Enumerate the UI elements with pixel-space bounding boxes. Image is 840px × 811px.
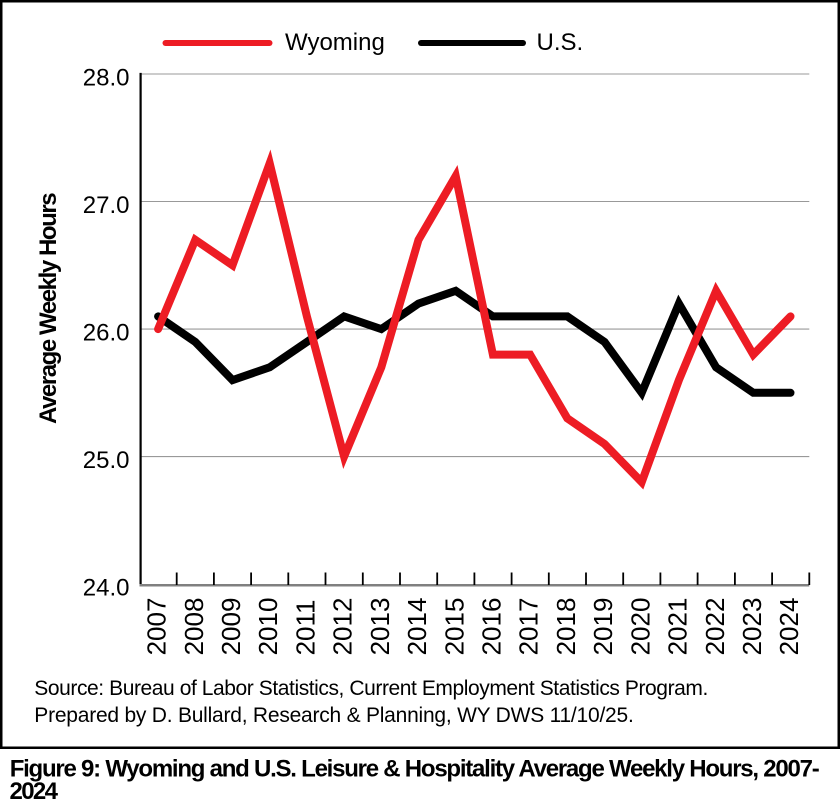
svg-text:2022: 2022 — [700, 598, 730, 656]
svg-text:2010: 2010 — [253, 598, 283, 656]
svg-text:24.0: 24.0 — [83, 575, 130, 602]
svg-text:Source: Bureau of Labor Statis: Source: Bureau of Labor Statistics, Curr… — [34, 677, 708, 700]
svg-text:2019: 2019 — [588, 598, 618, 656]
svg-text:2015: 2015 — [439, 598, 469, 656]
svg-text:2017: 2017 — [514, 598, 544, 656]
svg-text:Average Weekly Hours: Average Weekly Hours — [35, 192, 62, 424]
svg-text:2012: 2012 — [328, 598, 358, 656]
svg-text:Prepared by D. Bullard, Resear: Prepared by D. Bullard, Research & Plann… — [34, 704, 634, 727]
svg-text:2008: 2008 — [179, 598, 209, 656]
svg-text:28.0: 28.0 — [83, 65, 130, 92]
svg-text:2011: 2011 — [290, 599, 320, 655]
svg-text:2014: 2014 — [402, 598, 432, 656]
svg-text:2020: 2020 — [625, 598, 655, 656]
svg-text:27.0: 27.0 — [83, 192, 130, 219]
svg-text:2024: 2024 — [10, 778, 59, 805]
svg-text:Wyoming: Wyoming — [285, 29, 385, 56]
svg-text:2023: 2023 — [737, 598, 767, 656]
svg-text:2009: 2009 — [216, 598, 246, 656]
svg-text:26.0: 26.0 — [83, 320, 130, 347]
svg-text:2021: 2021 — [663, 598, 693, 656]
svg-text:2007: 2007 — [142, 598, 172, 656]
svg-text:2013: 2013 — [365, 598, 395, 656]
svg-text:Figure 9: Wyoming and U.S. Lei: Figure 9: Wyoming and U.S. Leisure & Hos… — [10, 755, 820, 782]
svg-text:U.S.: U.S. — [537, 29, 584, 56]
svg-text:2024: 2024 — [774, 598, 804, 656]
svg-text:2018: 2018 — [551, 598, 581, 656]
svg-text:2016: 2016 — [477, 598, 507, 656]
svg-text:25.0: 25.0 — [83, 447, 130, 474]
